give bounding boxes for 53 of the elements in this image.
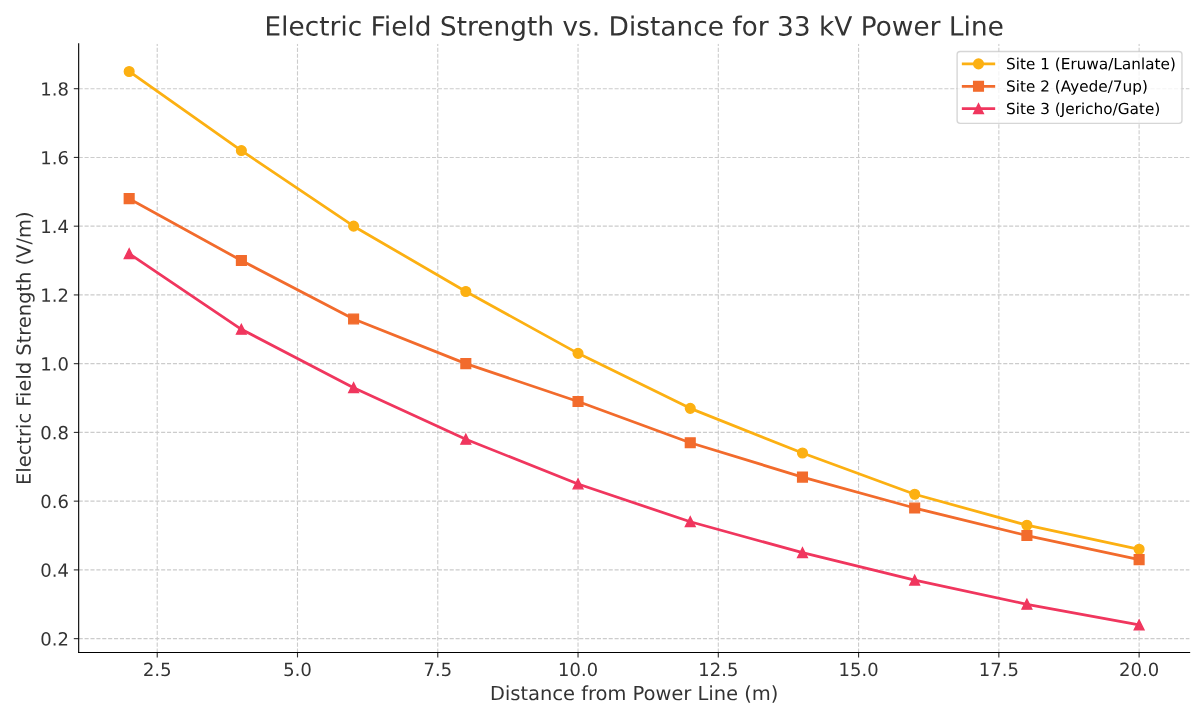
x-tick-label: 15.0 bbox=[840, 662, 878, 677]
y-tick-label: 0.4 bbox=[41, 563, 68, 578]
legend-label: Site 1 (Eruwa/Lanlate) bbox=[1007, 57, 1175, 72]
point bbox=[235, 323, 247, 335]
y-tick-label: 0.2 bbox=[41, 632, 68, 646]
point bbox=[909, 488, 921, 500]
point bbox=[348, 220, 360, 232]
chart-title: Electric Field Strength vs. Distance for 33 kV Power Line bbox=[267, 15, 1003, 41]
y-tick-label: 1.4 bbox=[42, 219, 68, 234]
point bbox=[235, 254, 247, 267]
point bbox=[909, 502, 921, 514]
point bbox=[235, 145, 247, 157]
y-tick-label: 1.0 bbox=[42, 357, 68, 371]
point bbox=[796, 471, 809, 483]
point bbox=[1021, 519, 1033, 531]
point bbox=[460, 285, 472, 298]
point bbox=[1133, 619, 1145, 631]
x-tick-label: 20.0 bbox=[1120, 662, 1159, 677]
legend-label: Site 3 (Jericho/Gate) bbox=[1007, 102, 1159, 118]
y-axis-title: Electric Field Strength (V/m) bbox=[15, 213, 35, 484]
x-tick-label: 5.0 bbox=[284, 662, 311, 677]
point bbox=[684, 402, 696, 414]
point bbox=[123, 193, 135, 205]
x-tick-label: 12.5 bbox=[700, 662, 737, 677]
point bbox=[572, 478, 584, 490]
point bbox=[1133, 543, 1145, 555]
point bbox=[909, 574, 921, 586]
y-tick-label: 0.8 bbox=[41, 425, 68, 440]
legend-label: Site 2 (Ayede/7up) bbox=[1007, 80, 1147, 95]
point bbox=[348, 382, 360, 394]
y-tick-label: 1.8 bbox=[42, 82, 68, 96]
x-axis-title: Distance from Power Line (m) bbox=[491, 685, 777, 703]
x-tick-label: 10.0 bbox=[559, 662, 597, 677]
point bbox=[684, 437, 696, 449]
point bbox=[460, 433, 472, 445]
point bbox=[572, 347, 584, 359]
x-tick-label: 7.5 bbox=[424, 662, 451, 677]
point bbox=[1021, 529, 1033, 542]
y-tick-label: 0.6 bbox=[41, 494, 68, 509]
y-tick-label: 1.6 bbox=[42, 150, 68, 165]
point bbox=[796, 547, 809, 559]
point bbox=[123, 248, 135, 260]
point bbox=[1133, 554, 1145, 566]
y-tick-label: 1.2 bbox=[42, 288, 68, 302]
point bbox=[1021, 598, 1033, 610]
x-tick-label: 17.5 bbox=[980, 662, 1018, 677]
x-tick-label: 2.5 bbox=[144, 662, 170, 677]
point bbox=[684, 516, 696, 528]
point bbox=[348, 313, 360, 325]
point bbox=[572, 395, 584, 408]
point bbox=[123, 65, 135, 78]
point bbox=[460, 358, 472, 370]
point bbox=[796, 447, 809, 459]
